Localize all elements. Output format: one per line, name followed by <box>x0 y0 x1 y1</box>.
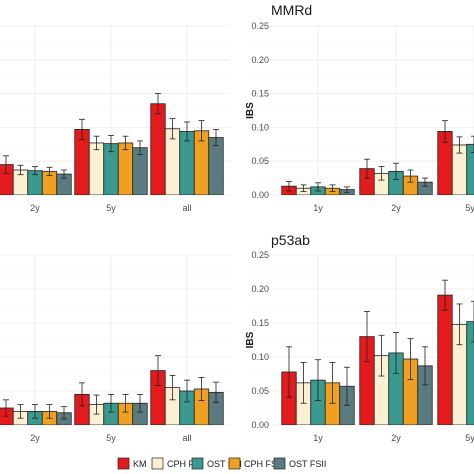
legend-swatch-ost-fsii <box>273 457 286 470</box>
p53ab-ytick-label: 0.00 <box>251 420 269 430</box>
legend-swatch-ost-fsi <box>191 457 204 470</box>
p53ab-ytick-label: 0.05 <box>251 386 269 396</box>
bottom-left-xtick-label-all: all <box>182 433 191 443</box>
p53ab-ylabel: IBS <box>245 331 256 348</box>
legend: KM CPH FSI OST FSI CPH FSII OST FSII <box>117 457 326 470</box>
mmrd-xtick-label-5y: 5y <box>465 203 474 213</box>
p53ab-title: p53ab <box>271 232 310 248</box>
legend-label-cph-fsi: CPH FSI <box>167 459 203 469</box>
p53ab-bars <box>281 279 474 425</box>
legend-label-cph-fsii: CPH FSII <box>244 459 282 469</box>
mmrd-ytick-label: 0.05 <box>251 156 269 166</box>
top-left-bar-all-ost-fsii <box>208 137 224 195</box>
legend-swatch-cph-fsi <box>151 457 164 470</box>
legend-swatch-km <box>117 457 130 470</box>
mmrd-xtick-label-2y: 2y <box>391 203 401 213</box>
p53ab-ytick-label: 0.15 <box>251 318 269 328</box>
top-left-bar-2y-km <box>0 164 14 195</box>
bottom-left-xtick-label-2y: 2y <box>30 433 40 443</box>
top-left-bar-all-km <box>150 103 166 195</box>
mmrd-ytick-label: 0.25 <box>251 21 269 31</box>
bottom-left-panel: 2y 5y all <box>0 254 230 443</box>
p53ab-xtick-label-1y: 1y <box>313 433 323 443</box>
mmrd-ytick-label: 0.00 <box>251 190 269 200</box>
legend-label-km: KM <box>133 459 147 469</box>
p53ab-ytick-label: 0.25 <box>251 250 269 260</box>
top-left-bars <box>0 93 224 195</box>
p53ab-bar-5y-ost-fsi <box>466 321 474 425</box>
p53ab-bar-5y-km <box>437 294 453 425</box>
legend-label-ost-fsi: OST FSI <box>207 459 242 469</box>
top-left-xtick-label-all: all <box>182 203 191 213</box>
p53ab-xtick-label-2y: 2y <box>391 433 401 443</box>
p53ab-xtick-label-5y: 5y <box>465 433 474 443</box>
legend-label-ost-fsii: OST FSII <box>289 459 326 469</box>
p53ab-ytick-label: 0.10 <box>251 352 269 362</box>
mmrd-bar-5y-ost-fsi <box>466 143 474 195</box>
bottom-left-xtick-label-5y: 5y <box>106 433 116 443</box>
mmrd-ytick-label: 0.10 <box>251 122 269 132</box>
top-left-panel: 2y 5y all <box>0 25 230 213</box>
top-left-xtick-label-2y: 2y <box>30 203 40 213</box>
mmrd-title: MMRd <box>271 2 312 18</box>
mmrd-ylabel: IBS <box>245 102 256 119</box>
mmrd-bars <box>281 120 474 195</box>
top-left-bar-5y-cph-fsii <box>117 142 134 195</box>
p53ab-ytick-label: 0.20 <box>251 284 269 294</box>
mmrd-ytick-label: 0.15 <box>251 89 269 99</box>
top-left-xtick-label-5y: 5y <box>106 203 116 213</box>
mmrd-xtick-label-1y: 1y <box>313 203 323 213</box>
legend-swatch-cph-fsii <box>228 457 241 470</box>
mmrd-ytick-label: 0.20 <box>251 55 269 65</box>
bottom-left-bars <box>0 355 224 425</box>
top-left-bar-5y-cph-fsi <box>88 142 105 195</box>
